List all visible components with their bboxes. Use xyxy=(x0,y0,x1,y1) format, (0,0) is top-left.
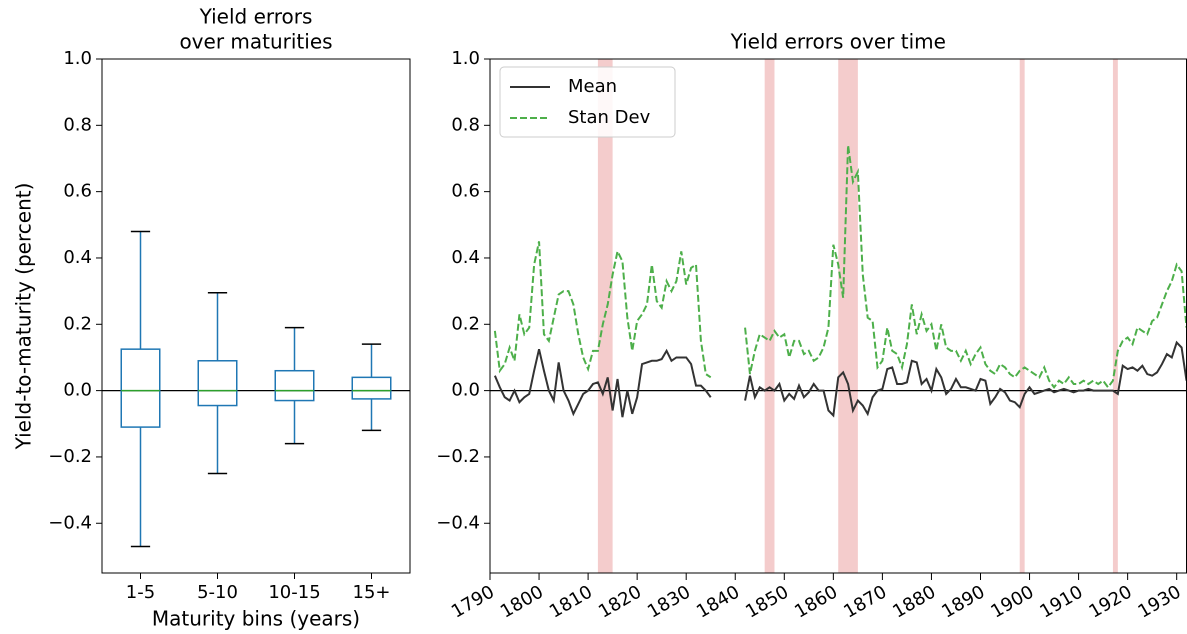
y-tick-label: 0.6 xyxy=(451,181,480,202)
y-tick-label: −0.4 xyxy=(48,512,92,533)
y-tick-label: 0.2 xyxy=(451,313,480,334)
x-axis-label: Maturity bins (years) xyxy=(152,607,360,631)
plot-area xyxy=(490,59,1187,573)
y-tick-label: −0.2 xyxy=(436,446,480,467)
series-line xyxy=(493,340,1187,418)
x-tick-label: 1930 xyxy=(1135,581,1185,622)
y-tick-label: 0.2 xyxy=(63,313,92,334)
shaded-span xyxy=(1019,59,1025,573)
y-tick-label: 0.0 xyxy=(451,380,480,401)
x-tick-label: 15+ xyxy=(353,582,391,603)
x-tick-label: 1-5 xyxy=(126,582,155,603)
x-tick-label: 1870 xyxy=(840,581,890,622)
x-tick-label: 1810 xyxy=(546,581,596,622)
y-axis-label: Yield-to-maturity (percent) xyxy=(12,183,36,451)
shaded-span xyxy=(1112,59,1118,573)
y-tick-label: 0.4 xyxy=(451,247,480,268)
x-tick-label: 1880 xyxy=(889,581,939,622)
y-tick-label: 0.4 xyxy=(63,247,92,268)
chart-title: Yield errors over time xyxy=(730,30,946,54)
x-tick-label: 1820 xyxy=(595,581,645,622)
x-tick-label: 1910 xyxy=(1036,581,1086,622)
y-tick-label: 0.6 xyxy=(63,181,92,202)
axes-frame xyxy=(101,58,411,574)
y-tick-label: 1.0 xyxy=(451,48,480,69)
series-line xyxy=(493,145,1187,389)
x-tick-label: 1860 xyxy=(791,581,841,622)
x-tick-label: 5-10 xyxy=(197,582,238,603)
y-tick-label: −0.4 xyxy=(436,512,480,533)
y-tick-label: 0.0 xyxy=(63,380,92,401)
x-tick-label: 1850 xyxy=(742,581,792,622)
y-tick-label: 0.8 xyxy=(63,114,92,135)
chart-title: Yield errors xyxy=(199,5,313,29)
legend-label: Mean xyxy=(568,76,617,97)
chart-title: over maturities xyxy=(179,30,332,54)
x-tick-label: 1920 xyxy=(1085,581,1135,622)
x-tick-label: 1900 xyxy=(987,581,1037,622)
shaded-span xyxy=(764,59,775,573)
box xyxy=(274,369,315,402)
x-tick-label: 1790 xyxy=(448,581,498,622)
shaded-span xyxy=(838,59,858,573)
x-tick-label: 1830 xyxy=(644,581,694,622)
x-tick-label: 10-15 xyxy=(268,582,320,603)
plot-area xyxy=(102,230,410,548)
y-tick-label: −0.2 xyxy=(48,446,92,467)
y-tick-label: 1.0 xyxy=(63,48,92,69)
box xyxy=(351,376,392,400)
x-tick-label: 1840 xyxy=(693,581,743,622)
legend-box xyxy=(499,66,676,138)
x-tick-label: 1800 xyxy=(497,581,547,622)
box xyxy=(197,360,238,407)
x-tick-label: 1890 xyxy=(938,581,988,622)
legend-label: Stan Dev xyxy=(568,107,651,128)
y-tick-label: 0.8 xyxy=(451,114,480,135)
box xyxy=(120,348,161,428)
